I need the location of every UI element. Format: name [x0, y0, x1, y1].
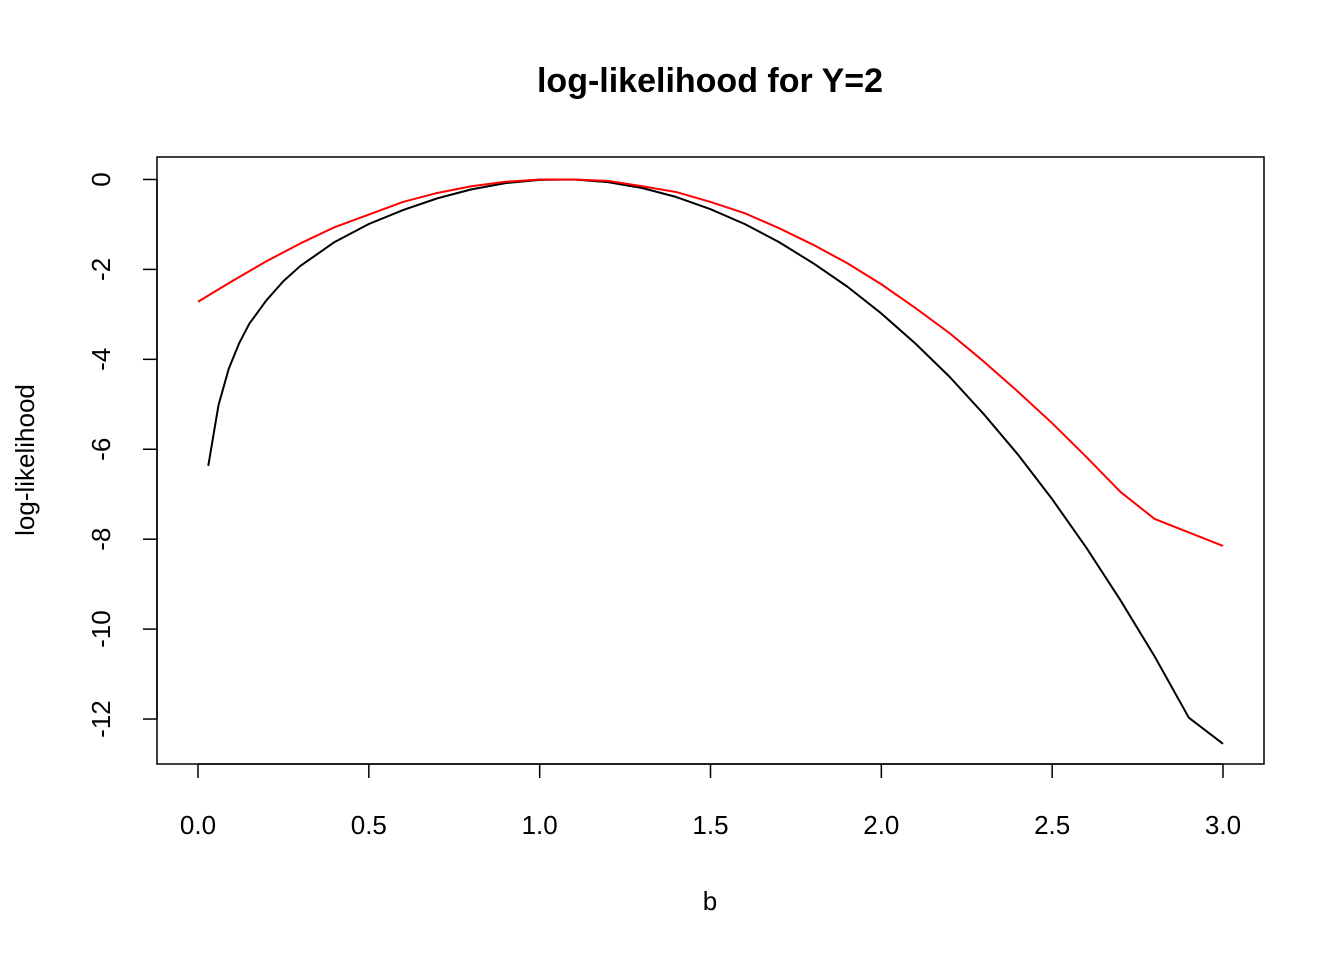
y-tick-label: -10	[86, 610, 116, 648]
x-tick-label: 2.0	[863, 810, 899, 840]
y-tick-label: -4	[86, 348, 116, 371]
x-tick-label: 0.0	[180, 810, 216, 840]
x-tick-label: 1.0	[522, 810, 558, 840]
y-axis-label: log-likelihood	[10, 384, 40, 536]
series-line-2	[197, 178, 1224, 547]
x-axis: 0.0 0.5 1.0 1.5 2.0 2.5 3.0	[180, 763, 1241, 840]
y-tick-label: -8	[86, 528, 116, 551]
series-layer	[197, 178, 1224, 745]
x-tick-label: 0.5	[351, 810, 387, 840]
y-tick-label: -12	[86, 700, 116, 738]
x-tick-label: 2.5	[1034, 810, 1070, 840]
y-tick-label: -6	[86, 438, 116, 461]
x-tick-label: 1.5	[692, 810, 728, 840]
y-tick-label: -2	[86, 258, 116, 281]
x-tick-label: 3.0	[1205, 810, 1241, 840]
plot-frame	[156, 156, 1265, 765]
chart-title: log-likelihood for Y=2	[537, 62, 883, 100]
x-axis-label: b	[703, 886, 717, 916]
series-line-1	[207, 178, 1224, 745]
y-tick-label: 0	[86, 172, 116, 186]
y-axis: 0 -2 -4 -6 -8 -10 -12	[86, 172, 158, 738]
